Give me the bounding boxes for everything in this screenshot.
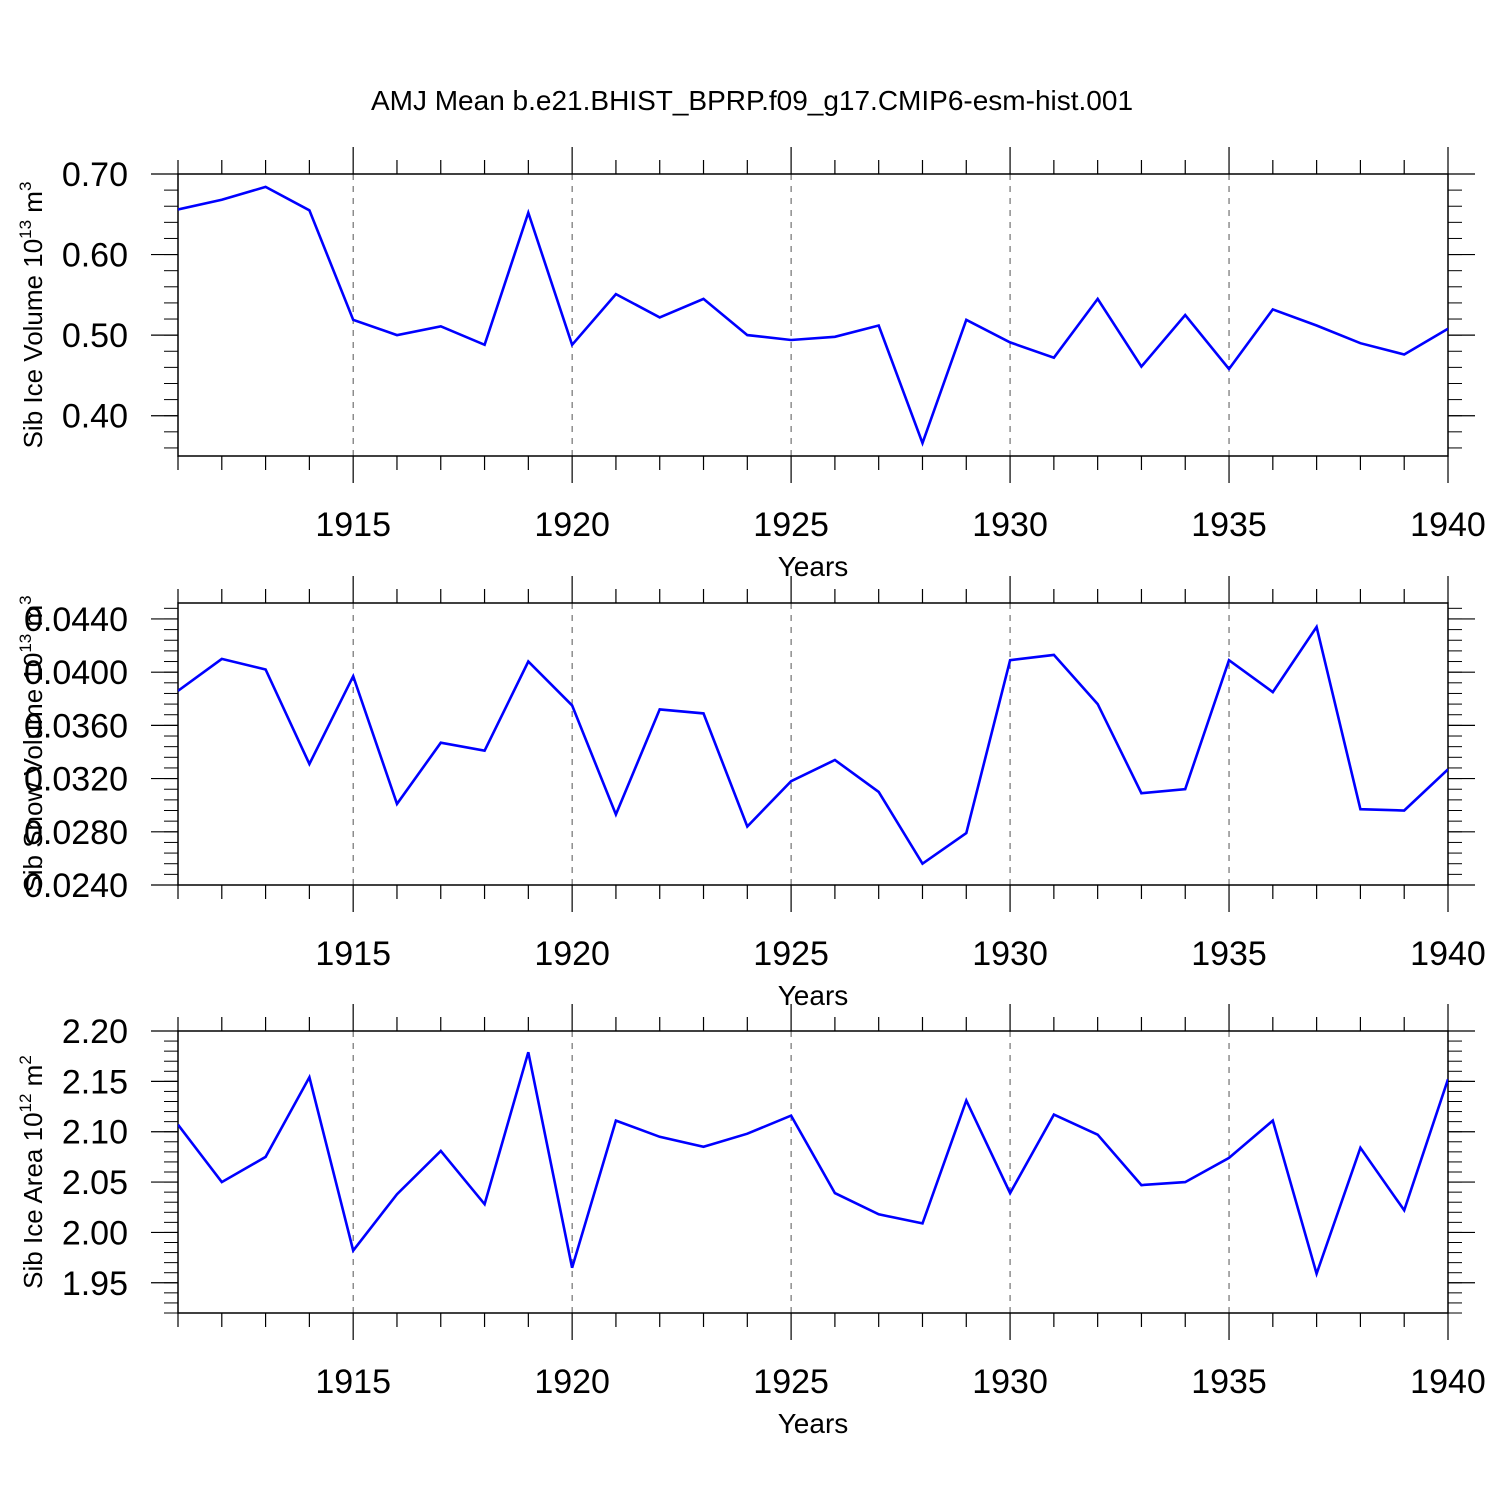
y-axis-label: Sib Ice Volume 1013 m3 bbox=[16, 182, 48, 449]
y-axis-label-unit: m bbox=[18, 1065, 48, 1094]
x-tick-label: 1925 bbox=[753, 1363, 829, 1401]
x-tick-label: 1940 bbox=[1410, 1363, 1486, 1401]
y-tick-label: 2.15 bbox=[62, 1063, 128, 1101]
y-tick-label: 0.70 bbox=[62, 156, 128, 194]
chart-panel-1: 1915 1920 1925 1930 1935 1940 Years 0.40 0.50 0.6… bbox=[16, 147, 1486, 582]
x-tick-label: 1935 bbox=[1191, 1363, 1267, 1401]
x-tick-label: 1930 bbox=[972, 506, 1048, 544]
y-tick-label: 0.40 bbox=[62, 398, 128, 436]
y-tick-label: 0.50 bbox=[62, 317, 128, 355]
y-tick-label: 0.60 bbox=[62, 237, 128, 275]
series-line bbox=[178, 185, 1448, 447]
plot-frame bbox=[177, 602, 1449, 886]
y-axis-label-unit-exponent: 3 bbox=[16, 182, 35, 191]
x-tick-label: 1920 bbox=[534, 1363, 610, 1401]
x-tick-label: 1920 bbox=[534, 935, 610, 973]
x-tick-label: 1940 bbox=[1410, 506, 1486, 544]
y-axis-label-main: Sib Ice Area 10 bbox=[18, 1112, 48, 1288]
x-tick-label: 1915 bbox=[315, 935, 391, 973]
chart-panel-3: 1915 1920 1925 1930 1935 1940 Years 1.95 2.00 2.0… bbox=[16, 1004, 1486, 1439]
plot-frame bbox=[177, 173, 1449, 457]
y-tick-label: 0.0440 bbox=[24, 601, 128, 639]
y-axis-label-unit: m bbox=[18, 605, 48, 634]
x-axis-label: Years bbox=[778, 551, 849, 582]
x-tick-label: 1925 bbox=[753, 506, 829, 544]
y-axis-label-unit: m bbox=[18, 191, 48, 220]
series-line bbox=[178, 623, 1448, 866]
x-tick-label: 1915 bbox=[315, 1363, 391, 1401]
x-tick-label: 1930 bbox=[972, 935, 1048, 973]
y-axis-label: Sib Ice Area 1012 m2 bbox=[16, 1055, 48, 1289]
y-axis-label-unit-exponent: 3 bbox=[16, 595, 35, 604]
series-line bbox=[178, 1051, 1448, 1279]
x-tick-label: 1935 bbox=[1191, 506, 1267, 544]
y-tick-label: 0.0400 bbox=[24, 654, 128, 692]
y-axis-label-unit-exponent: 2 bbox=[16, 1055, 35, 1064]
y-tick-label: 2.20 bbox=[62, 1013, 128, 1051]
x-axis-label: Years bbox=[778, 1408, 849, 1439]
y-tick-label: 2.05 bbox=[62, 1164, 128, 1202]
y-axis-label-exponent: 13 bbox=[16, 220, 35, 239]
y-axis-label: Sib Snow Volume 1013 m3 bbox=[16, 595, 48, 892]
y-axis-label-main: Sib Snow Volume 10 bbox=[18, 653, 48, 893]
x-tick-label: 1930 bbox=[972, 1363, 1048, 1401]
chart-panel-2: 1915 1920 1925 1930 1935 1940 Years 0.0240 0.028… bbox=[16, 576, 1486, 1011]
x-axis-label: Years bbox=[778, 980, 849, 1011]
x-tick-label: 1935 bbox=[1191, 935, 1267, 973]
y-axis-label-exponent: 13 bbox=[16, 634, 35, 653]
x-tick-label: 1940 bbox=[1410, 935, 1486, 973]
y-tick-label: 0.0360 bbox=[24, 707, 128, 745]
x-tick-label: 1915 bbox=[315, 506, 391, 544]
chart-title: AMJ Mean b.e21.BHIST_BPRP.f09_g17.CMIP6-… bbox=[371, 85, 1133, 116]
y-tick-label: 0.0280 bbox=[24, 814, 128, 852]
y-axis-label-main: Sib Ice Volume 10 bbox=[18, 239, 48, 449]
y-axis-label-exponent: 12 bbox=[16, 1094, 35, 1113]
plot-frame bbox=[177, 1030, 1449, 1314]
y-tick-label: 0.0320 bbox=[24, 761, 128, 799]
y-tick-label: 2.00 bbox=[62, 1214, 128, 1252]
x-tick-label: 1925 bbox=[753, 935, 829, 973]
x-tick-label: 1920 bbox=[534, 506, 610, 544]
y-tick-label: 1.95 bbox=[62, 1265, 128, 1303]
y-tick-label: 2.10 bbox=[62, 1114, 128, 1152]
y-tick-label: 0.0240 bbox=[24, 867, 128, 905]
